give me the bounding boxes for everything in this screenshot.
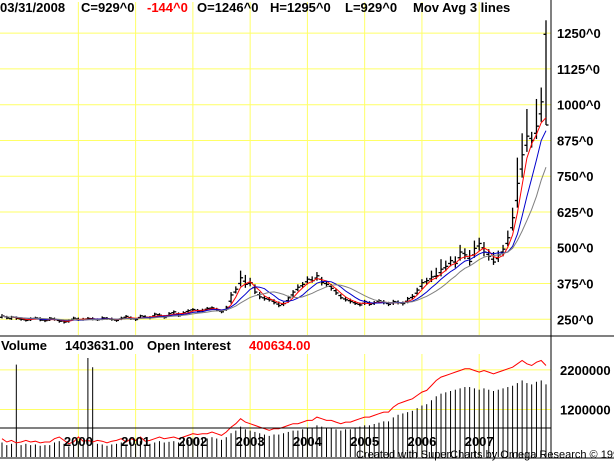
price-bar <box>543 20 549 126</box>
header-high: H=1295^0 <box>270 0 331 15</box>
x-tick-label: 2004 <box>293 434 323 449</box>
price-bar <box>414 287 420 295</box>
price-bar <box>295 284 301 292</box>
volume-axis: 1200000 2200000 <box>560 363 611 418</box>
price-bar <box>462 248 468 260</box>
y-tick-label: 1125^0 <box>557 62 600 77</box>
price-bar <box>190 308 196 311</box>
volume-tick-label: 2200000 <box>560 363 611 378</box>
time-axis: 2000 2001 2002 2003 2004 2005 2006 2007 <box>64 434 494 449</box>
price-bar <box>505 230 511 247</box>
price-bar <box>476 237 482 251</box>
price-bar <box>242 274 248 288</box>
y-tick-label: 250^0 <box>557 312 594 327</box>
price-bar <box>171 310 177 315</box>
volume-value: 1403631.00 <box>65 338 134 353</box>
header-study: Mov Avg 3 lines <box>413 0 511 15</box>
y-tick-label: 375^0 <box>557 277 594 292</box>
header-change: -144^0 <box>147 0 188 15</box>
header-low: L=929^0 <box>345 0 398 15</box>
footer-credit: Created with SuperCharts by Omega Resear… <box>356 449 614 461</box>
price-bar <box>510 207 516 231</box>
moving-average-line <box>1 117 547 322</box>
y-tick-label: 1000^0 <box>557 98 601 113</box>
y-tick-label: 625^0 <box>557 205 594 220</box>
x-tick-label: 2006 <box>407 434 436 449</box>
moving-averages <box>1 117 547 322</box>
price-bar <box>448 256 454 267</box>
price-bar <box>409 294 415 300</box>
price-bar <box>323 280 329 288</box>
price-bar <box>424 277 430 285</box>
x-tick-label: 2005 <box>350 434 379 449</box>
grid-layer <box>0 2 551 457</box>
open-interest-value: 400634.00 <box>249 338 311 353</box>
open-interest-line <box>1 359 547 445</box>
x-tick-label: 2007 <box>465 434 494 449</box>
price-bar <box>519 133 525 178</box>
x-tick-label: 2000 <box>64 434 93 449</box>
price-axis: 250^0 375^0 500^0 625^0 750^0 875^0 1000^0 1125… <box>557 26 601 327</box>
x-tick-label: 2003 <box>236 434 265 449</box>
price-bar <box>500 244 506 257</box>
price-bar <box>338 294 344 300</box>
price-bar <box>261 295 267 301</box>
open-interest <box>1 359 547 445</box>
price-bar <box>290 290 296 297</box>
price-bar <box>304 276 310 285</box>
y-tick-label: 1250^0 <box>557 26 601 41</box>
price-bar <box>524 108 530 152</box>
price-bars <box>0 20 549 324</box>
price-bar <box>185 309 191 313</box>
y-tick-label: 875^0 <box>557 133 594 148</box>
price-bar <box>514 157 520 208</box>
price-bar <box>343 296 349 302</box>
price-bar <box>238 270 244 287</box>
price-bar <box>457 244 463 261</box>
open-interest-label: Open Interest <box>147 338 231 353</box>
header-close: C=929^0 <box>81 0 135 15</box>
price-bar <box>443 260 449 272</box>
price-bar <box>233 286 239 294</box>
price-bar <box>533 98 539 140</box>
y-tick-label: 750^0 <box>557 169 594 184</box>
price-bar <box>228 292 234 304</box>
header-open: O=1246^0 <box>197 0 259 15</box>
x-tick-label: 2001 <box>121 434 150 449</box>
x-tick-label: 2002 <box>178 434 207 449</box>
volume-label: Volume <box>1 338 47 353</box>
moving-average-line <box>1 167 547 321</box>
price-bar <box>538 87 544 122</box>
price-bar <box>314 272 320 281</box>
price-bar <box>467 250 473 266</box>
y-tick-label: 500^0 <box>557 241 594 256</box>
price-bar <box>333 288 339 295</box>
price-bar <box>419 279 425 290</box>
header-date: 03/31/2008 <box>0 0 66 15</box>
volume-tick-label: 1200000 <box>560 402 611 417</box>
price-bar <box>300 282 306 288</box>
